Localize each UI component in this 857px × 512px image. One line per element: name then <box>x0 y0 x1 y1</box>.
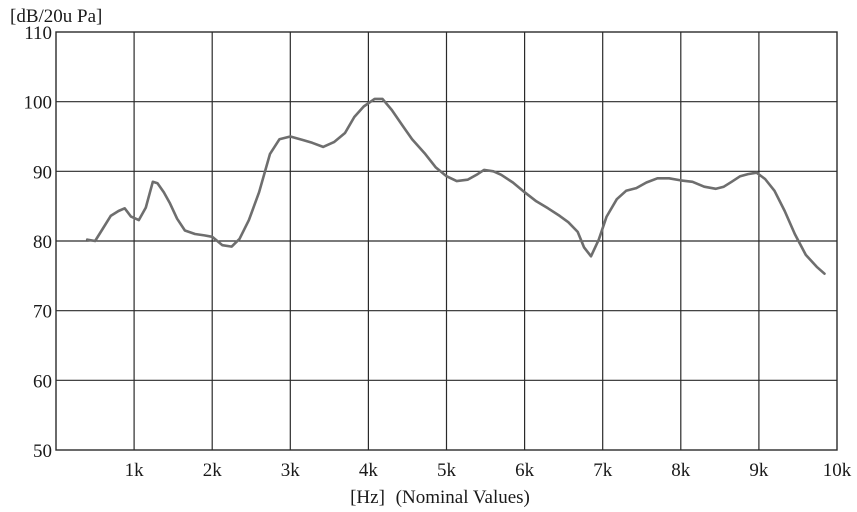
x-tick-label: 1k <box>125 460 145 481</box>
y-axis-label: [dB/20u Pa] <box>10 6 102 27</box>
y-tick-label: 110 <box>24 23 52 44</box>
x-tick-label: 5k <box>437 460 457 481</box>
x-tick-label: 4k <box>359 460 379 481</box>
y-tick-label: 80 <box>33 232 52 253</box>
y-tick-label: 100 <box>24 93 53 114</box>
y-tick-label: 50 <box>33 441 52 462</box>
x-tick-label: 7k <box>593 460 613 481</box>
y-tick-label: 60 <box>33 371 52 392</box>
x-tick-label: 2k <box>203 460 223 481</box>
x-axis-label: [Hz] (Nominal Values) <box>350 487 530 508</box>
horizontal-gridlines <box>56 101 837 381</box>
y-tick-labels: 50 60 70 80 90 100 110 <box>24 23 53 462</box>
y-tick-label: 90 <box>33 162 52 183</box>
series-line <box>85 97 826 275</box>
x-tick-label: 6k <box>515 460 535 481</box>
x-axis-unit: [Hz] <box>350 487 385 508</box>
x-tick-label: 9k <box>749 460 769 481</box>
x-tick-label: 3k <box>281 460 301 481</box>
y-tick-label: 70 <box>33 302 52 323</box>
plot-frame <box>55 31 838 451</box>
x-tick-label: 8k <box>671 460 691 481</box>
x-tick-labels: 1k 2k 3k 4k 5k 6k 7k 8k 9k 10k <box>125 460 852 481</box>
x-tick-label: 10k <box>823 460 852 481</box>
x-axis-note: (Nominal Values) <box>396 487 530 508</box>
